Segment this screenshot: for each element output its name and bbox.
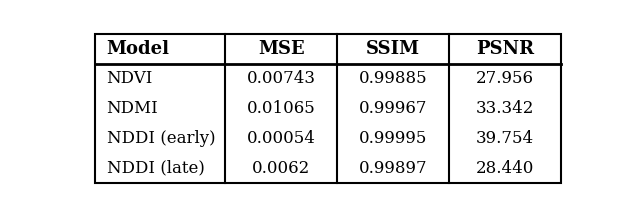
Text: SSIM: SSIM: [366, 40, 420, 58]
Text: 0.00743: 0.00743: [247, 70, 316, 87]
Text: NDDI (early): NDDI (early): [106, 130, 215, 147]
Text: NDVI: NDVI: [106, 70, 153, 87]
Text: 28.440: 28.440: [476, 160, 534, 177]
Text: 0.99967: 0.99967: [359, 100, 428, 117]
Text: 0.99897: 0.99897: [359, 160, 428, 177]
Text: NDDI (late): NDDI (late): [106, 160, 204, 177]
Text: 0.0062: 0.0062: [252, 160, 310, 177]
Bar: [95, 34, 561, 183]
Text: 27.956: 27.956: [476, 70, 534, 87]
Text: 39.754: 39.754: [476, 130, 534, 147]
Text: 0.99885: 0.99885: [359, 70, 428, 87]
Text: 33.342: 33.342: [476, 100, 534, 117]
Text: Model: Model: [106, 40, 170, 58]
Text: PSNR: PSNR: [476, 40, 534, 58]
Text: 0.00054: 0.00054: [247, 130, 316, 147]
Text: NDMI: NDMI: [106, 100, 158, 117]
Text: 0.99995: 0.99995: [359, 130, 428, 147]
Text: MSE: MSE: [258, 40, 305, 58]
Text: 0.01065: 0.01065: [247, 100, 316, 117]
